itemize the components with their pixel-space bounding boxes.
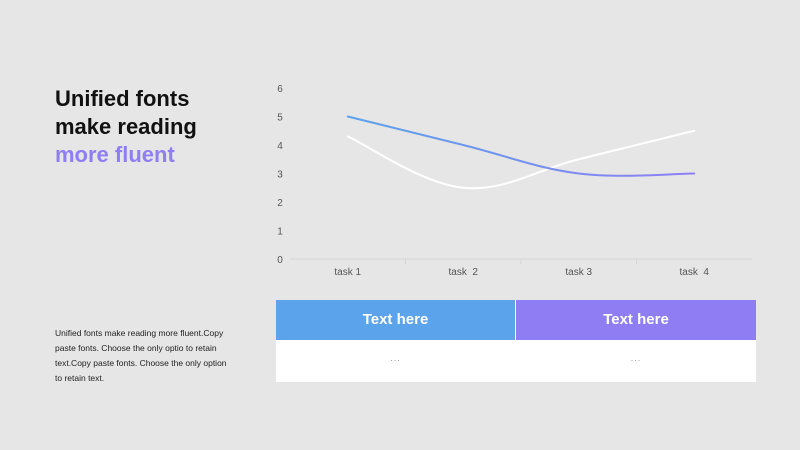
y-tick-label: 5: [277, 113, 283, 124]
series-line-1: [346, 115, 696, 177]
y-tick-label: 0: [277, 255, 283, 266]
table-cell-1: ...: [390, 353, 401, 363]
x-tick-label: task 1: [334, 267, 361, 278]
y-tick-label: 4: [277, 141, 283, 152]
x-tick-label: task 3: [565, 267, 592, 278]
headline: Unified fonts make reading more fluent: [55, 85, 255, 169]
info-table: Text here Text here ... ...: [276, 300, 756, 382]
headline-line-2: make reading: [55, 114, 197, 139]
y-tick-label: 6: [277, 84, 283, 95]
y-tick-label: 1: [277, 227, 283, 238]
headline-line-1: Unified fonts: [55, 86, 190, 111]
y-tick-label: 3: [277, 170, 283, 181]
chart-svg: 0 1 2 3 4 5 6 task 1 task 2 task 3 task 4: [277, 84, 752, 278]
table-header-2: Text here: [516, 300, 756, 340]
description-text: Unified fonts make reading more fluent.C…: [55, 328, 227, 383]
headline-accent-line: more fluent: [55, 142, 175, 167]
x-tick-label: task 2: [449, 267, 479, 278]
table-cell-2: ...: [630, 353, 642, 363]
x-tick-label: task 4: [680, 267, 710, 278]
line-chart: 0 1 2 3 4 5 6 task 1 task 2 task 3 task 4: [270, 78, 760, 283]
table-header-1: Text here: [276, 300, 515, 340]
series-line-2: [346, 129, 696, 190]
y-tick-label: 2: [277, 198, 283, 209]
